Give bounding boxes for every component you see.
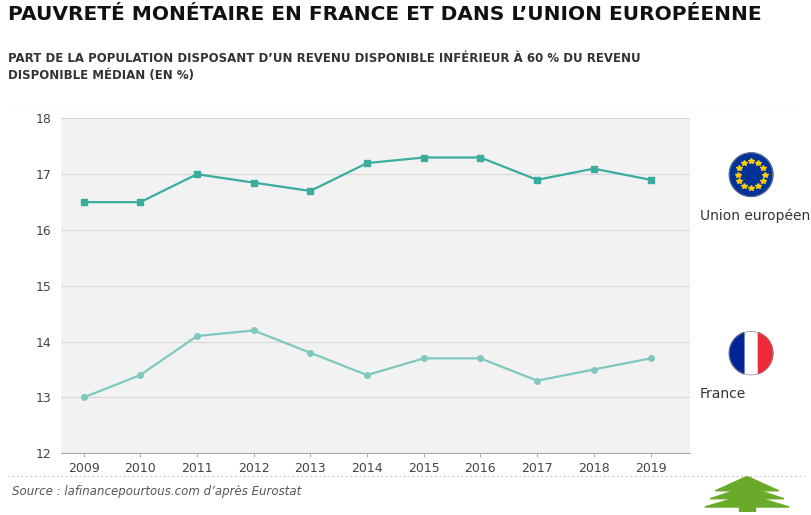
Text: Union européenne: Union européenne [699,208,811,222]
Text: Source : lafinancepourtous.com d’après Eurostat: Source : lafinancepourtous.com d’après E… [12,485,301,499]
Polygon shape [714,476,778,491]
Text: PART DE LA POPULATION DISPOSANT D’UN REVENU DISPONIBLE INFÉRIEUR À 60 % DU REVEN: PART DE LA POPULATION DISPOSANT D’UN REV… [8,52,640,81]
Text: France: France [699,387,745,401]
Polygon shape [728,333,743,374]
Polygon shape [728,332,772,375]
Polygon shape [757,333,772,374]
Polygon shape [738,506,754,512]
Polygon shape [704,494,788,507]
Polygon shape [728,153,772,196]
Polygon shape [709,487,783,499]
Text: PAUVRETÉ MONÉTAIRE EN FRANCE ET DANS L’UNION EUROPÉENNE: PAUVRETÉ MONÉTAIRE EN FRANCE ET DANS L’U… [8,5,761,24]
